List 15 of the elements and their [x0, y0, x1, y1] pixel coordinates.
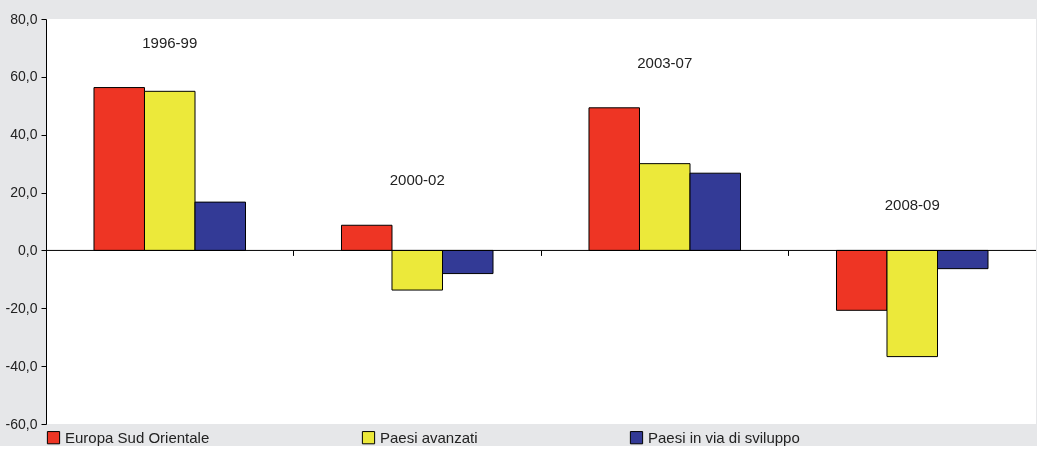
y-tick-label: -40,0 — [5, 357, 38, 374]
y-tick-label: 60,0 — [10, 68, 38, 85]
y-tick-label: 20,0 — [10, 184, 38, 201]
y-tick-label: 0,0 — [18, 241, 38, 258]
legend-label: Paesi in via di sviluppo — [648, 428, 800, 446]
y-tick-label: 40,0 — [10, 126, 38, 143]
legend-label: Paesi avanzati — [380, 428, 478, 446]
x-tick-label: 2003-07 — [637, 53, 693, 71]
y-tick-label: -20,0 — [5, 299, 38, 316]
x-tick-label: 2008-09 — [884, 196, 940, 214]
x-tick-label: 2000-02 — [389, 171, 445, 189]
y-tick-label: -60,0 — [5, 415, 38, 432]
x-tick-label: 1996-99 — [142, 33, 198, 51]
legend-label: Europa Sud Orientale — [65, 428, 210, 446]
y-tick-label: 80,0 — [10, 10, 38, 27]
